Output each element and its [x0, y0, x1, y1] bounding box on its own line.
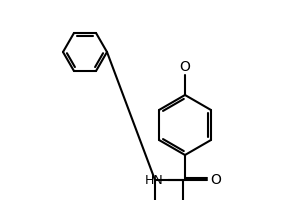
Text: O: O: [210, 173, 221, 187]
Text: HN: HN: [145, 173, 164, 186]
Text: O: O: [180, 60, 190, 74]
